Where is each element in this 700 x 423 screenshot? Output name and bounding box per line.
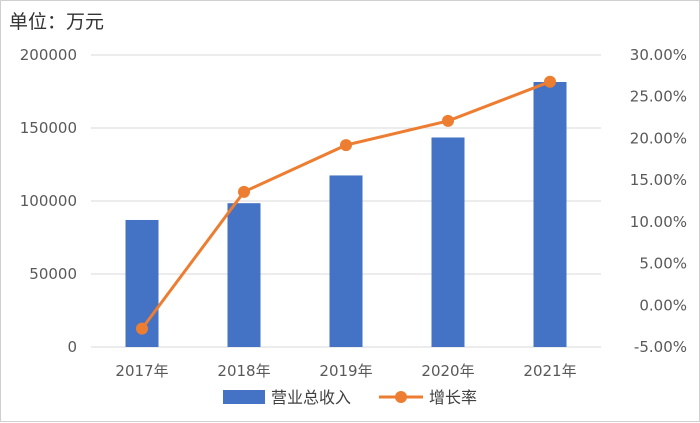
right-tick-label: 25.00% xyxy=(630,88,687,106)
growth-point-2021年 xyxy=(544,75,556,88)
bar-2018年 xyxy=(227,203,261,347)
right-tick-label: 20.00% xyxy=(630,129,687,147)
growth-point-2018年 xyxy=(238,185,250,198)
right-tick-label: 30.00% xyxy=(630,46,687,64)
unit-label: 单位：万元 xyxy=(9,11,105,33)
left-tick-label: 150000 xyxy=(20,119,77,137)
bar-2021年 xyxy=(533,82,567,347)
x-tick-label: 2021年 xyxy=(523,362,576,380)
growth-point-2017年 xyxy=(136,322,148,335)
left-tick-label: 0 xyxy=(67,338,77,356)
left-tick-label: 50000 xyxy=(29,265,77,283)
right-tick-label: -5.00% xyxy=(634,338,687,356)
right-tick-label: 0.00% xyxy=(639,296,687,314)
legend-bar-label: 营业总收入 xyxy=(271,388,351,407)
legend-line-marker xyxy=(395,391,407,403)
legend-bar-swatch xyxy=(223,390,265,404)
right-tick-label: 10.00% xyxy=(630,213,687,231)
right-tick-label: 5.00% xyxy=(639,255,687,273)
growth-point-2019年 xyxy=(340,139,352,152)
bar-2020年 xyxy=(431,137,465,347)
left-tick-label: 200000 xyxy=(20,46,77,64)
x-tick-label: 2018年 xyxy=(217,362,270,380)
x-tick-label: 2019年 xyxy=(319,362,372,380)
bar-2019年 xyxy=(329,175,363,347)
x-tick-label: 2017年 xyxy=(115,362,168,380)
legend-line-label: 增长率 xyxy=(429,388,477,407)
left-tick-label: 100000 xyxy=(20,192,77,210)
x-tick-label: 2020年 xyxy=(421,362,474,380)
growth-point-2020年 xyxy=(442,114,454,127)
right-tick-label: 15.00% xyxy=(630,171,687,189)
